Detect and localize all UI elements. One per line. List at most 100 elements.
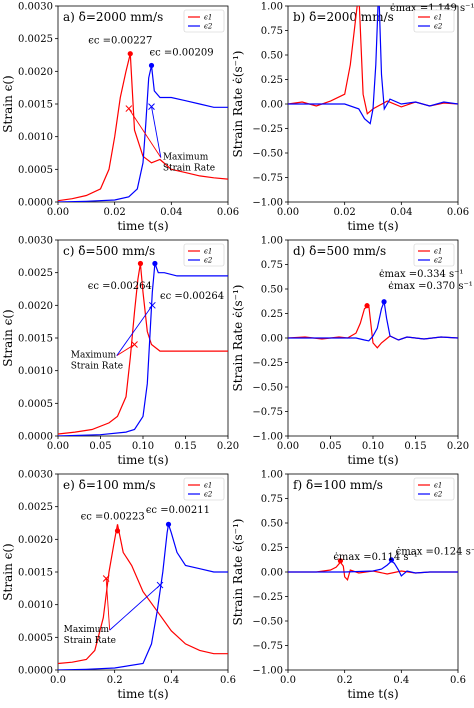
legend-entry: ϵ2 [204,491,213,499]
y-tick-label: 1.00 [261,236,283,247]
peak-marker [337,558,344,564]
chart-panel-a: 0.00 0.02 0.04 0.06 0.0000 0.0005 0.0010 0.0015… [1,2,239,234]
y-tick-label: 0.50 [261,519,283,530]
y-tick-label: −0.75 [252,641,283,652]
legend-entry: ϵ1 [434,248,442,256]
y-tick-label: 0.0020 [18,67,53,78]
x-tick-label: 0.20 [447,441,469,452]
legend-entry: ϵ1 [204,482,212,490]
y-axis-label: Strain ϵ() [1,309,15,366]
annotation-text: ϵc =0.00211 [146,505,210,516]
series-line-eps1 [58,263,228,435]
y-tick-label: 0.0030 [18,470,53,481]
y-tick-label: −1.00 [252,198,283,209]
x-tick-label: 0.00 [47,441,69,452]
y-axis-label: Strain Rate ϵ̇(s⁻¹) [231,51,245,158]
y-tick-label: 1.00 [261,2,283,13]
x-axis-label: time t(s) [117,687,168,701]
x-tick-label: 0.20 [217,441,239,452]
y-tick-label: 0.0005 [18,399,53,410]
annotation-text: ϵc =0.00223 [81,512,145,523]
annotation-text: ϵ̇max =0.124 s⁻¹ [396,546,474,557]
y-tick-label: 0.75 [261,26,283,37]
series-line-eps2 [58,263,228,436]
peak-marker [148,62,155,69]
x-tick-label: 0.04 [160,207,182,218]
x-tick-label: 0.06 [217,207,239,218]
series-group [288,299,458,349]
y-tick-label: 0.00 [261,334,283,345]
series-group [288,6,458,125]
panel-title: b) δ̇=2000 mm/s [293,10,394,24]
y-tick-label: −0.50 [252,383,283,394]
peak-marker [388,557,395,563]
y-tick-label: 0.0030 [18,2,53,13]
x-tick-label: 0.06 [447,207,469,218]
x-tick-label: 0.6 [450,675,466,686]
annotation-text: ϵc =0.00264 [88,281,152,292]
y-tick-label: −0.25 [252,592,283,603]
peak-label: ϵc =0.00209 [150,47,214,58]
x-tick-label: 0.10 [362,441,384,452]
peak-marker [127,51,133,57]
x-tick-label: 0.10 [132,441,154,452]
y-tick-label: −0.25 [252,358,283,369]
series-line-eps1 [58,524,228,665]
series-line-eps1 [288,304,458,349]
y-axis-label: Strain Rate ϵ̇(s⁻¹) [231,519,245,626]
y-tick-label: 0.0000 [18,198,53,209]
y-tick-label: 0.0000 [18,432,53,443]
x-tick-label: 0.02 [104,207,126,218]
series-group [58,263,228,436]
panel-title: c) δ̇=500 mm/s [63,244,155,258]
peak-marker [114,528,121,534]
y-tick-label: 0.0010 [18,366,53,377]
legend-entry: ϵ2 [434,257,443,265]
y-tick-label: 0.0025 [18,34,53,45]
annotation-line1: Maximum [64,625,110,635]
series-group [58,524,228,670]
legend-entry: ϵ2 [204,23,213,31]
y-tick-label: 0.0015 [18,334,53,345]
panel-title: d) δ̇=500 mm/s [293,244,386,258]
series-line-eps1 [58,53,228,202]
x-tick-label: 0.0 [280,675,296,686]
annotation-line1: Maximum [71,351,117,361]
chart-panel-d: 0.00 0.05 0.10 0.15 0.20 −1.00 −0.75 −0.50 −0.25… [231,236,473,468]
y-axis-label: Strain ϵ() [1,543,15,600]
y-tick-label: 0.0015 [18,568,53,579]
plot-frame [57,239,229,437]
x-tick-label: 0.04 [390,207,412,218]
x-tick-label: 0.00 [47,207,69,218]
x-tick-label: 0.15 [174,441,196,452]
annotation-line2: Strain Rate [64,636,116,646]
y-tick-label: 0.25 [261,309,283,320]
peak-marker [364,303,370,309]
chart-panel-b: 0.00 0.02 0.04 0.06 −1.00 −0.75 −0.50 −0.25 0.00… [231,2,474,234]
series-line-eps2 [58,524,228,670]
x-axis-label: time t(s) [347,453,398,467]
annotation-line1: Maximum [163,153,209,163]
x-tick-label: 0.15 [404,441,426,452]
legend-entry: ϵ1 [204,248,212,256]
y-tick-label: 0.0000 [18,666,53,677]
y-tick-label: 0.25 [261,543,283,554]
series-line-eps2 [288,6,458,125]
annotation-text: ϵ̇max =0.334 s⁻¹ [379,269,463,280]
x-axis-label: time t(s) [347,219,398,233]
legend-entry: ϵ1 [204,14,212,22]
peak-marker [137,260,144,267]
x-tick-label: 0.6 [220,675,236,686]
panel-title: f) δ̇=100 mm/s [293,478,383,492]
y-tick-label: 0.0025 [18,268,53,279]
chart-panel-e: 0.0 0.2 0.4 0.6 0.0000 0.0005 0.0010 0.0015 0.00… [1,470,236,702]
series-line-eps2 [58,65,228,202]
y-tick-label: 1.00 [261,470,283,481]
y-tick-label: 0.0015 [18,100,53,111]
x-tick-label: 0.2 [107,675,123,686]
panel-title: a) δ̇=2000 mm/s [63,10,163,24]
y-tick-label: 0.0010 [18,600,53,611]
y-tick-label: −0.75 [252,173,283,184]
